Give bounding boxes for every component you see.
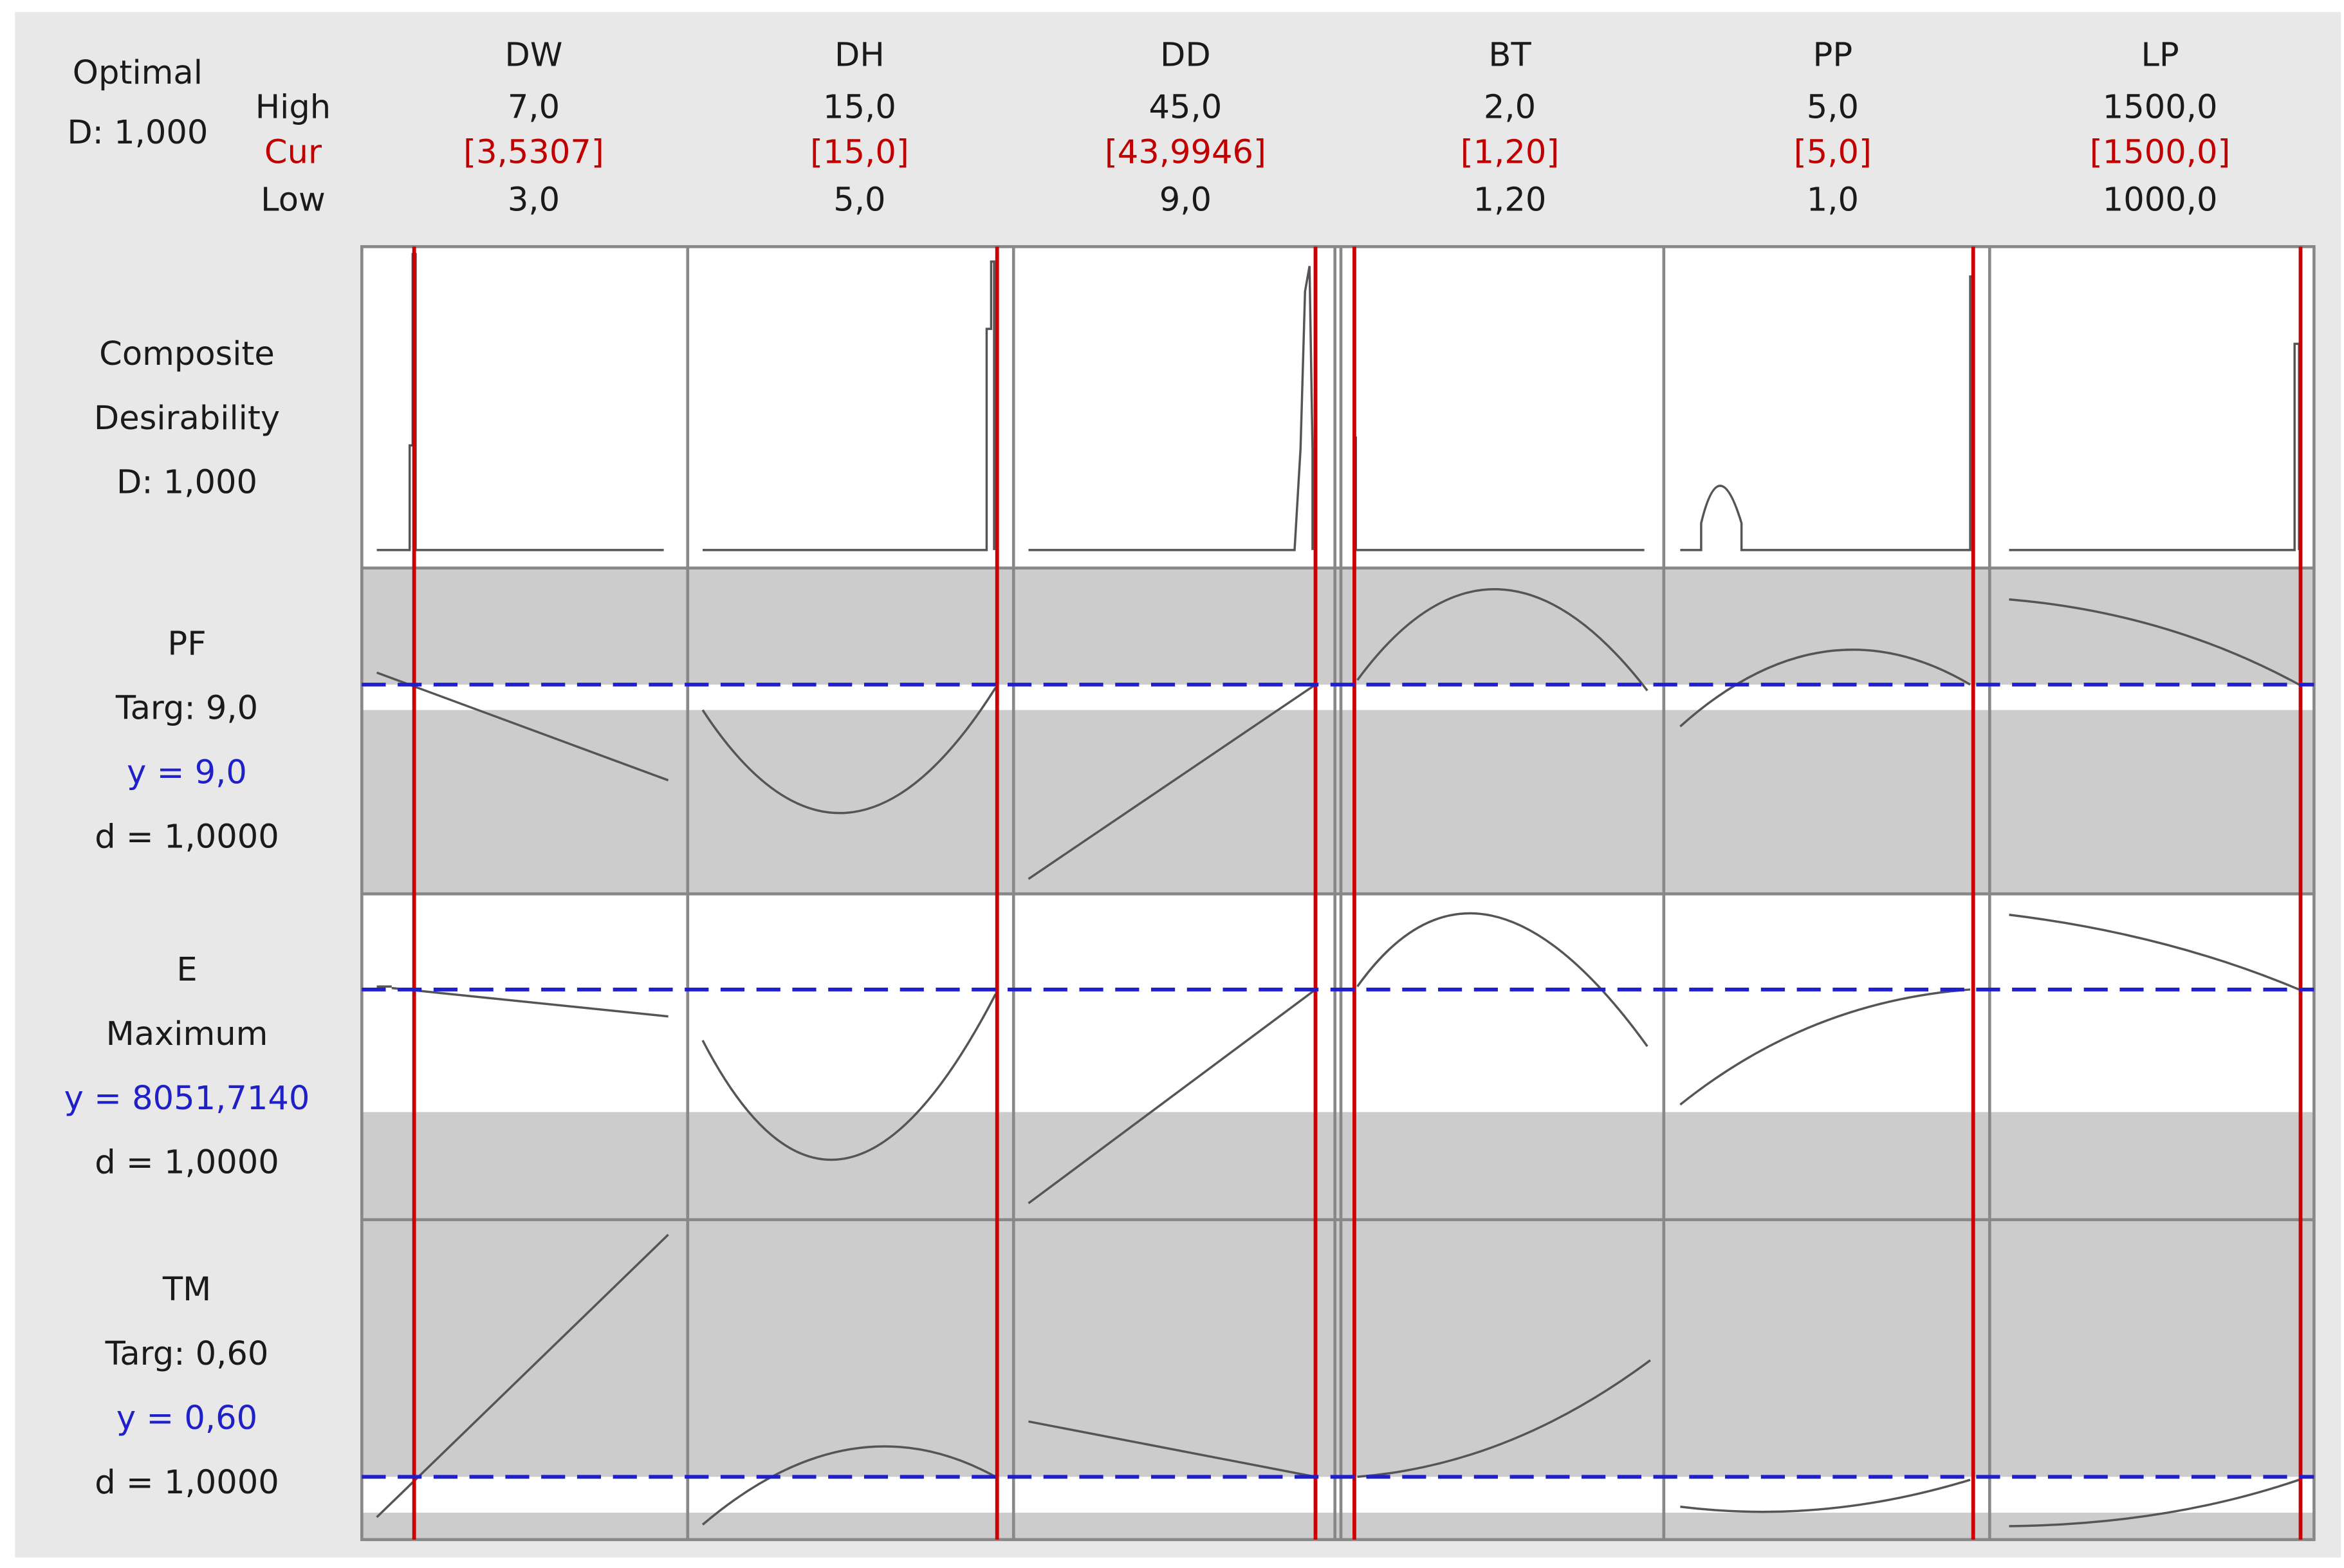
response-y: y = 9,0 [127, 753, 247, 791]
factor-high: 15,0 [823, 89, 896, 127]
factor-high: 1500,0 [2103, 89, 2218, 127]
row-label: High [255, 89, 331, 127]
factor-cur: [15,0] [810, 133, 909, 171]
factor-cur: [5,0] [1794, 133, 1872, 171]
response-goal: Targ: 9,0 [115, 690, 258, 728]
target-lines [362, 683, 2314, 1479]
response-goal: Targ: 0,60 [105, 1335, 269, 1373]
response-d: d = 1,0000 [95, 1464, 279, 1502]
factor-cur: [1500,0] [2090, 133, 2231, 171]
response-y: y = 0,60 [116, 1399, 257, 1437]
factor-low: 1000,0 [2103, 181, 2218, 219]
factor-high: 5,0 [1807, 89, 1859, 127]
response-d: d = 1,0000 [95, 818, 279, 856]
row-label: Cur [264, 133, 322, 171]
composite-label: Desirability [94, 400, 280, 438]
optimal-d: D: 1,000 [67, 114, 208, 152]
factor-name: BT [1488, 36, 1531, 74]
factor-name: PP [1813, 36, 1853, 74]
response-goal: Maximum [106, 1015, 268, 1053]
factor-low: 3,0 [508, 181, 560, 219]
current-lines [412, 246, 2303, 1540]
factor-name: DW [505, 36, 563, 74]
panels [360, 244, 2316, 1542]
factor-cur: [43,9946] [1105, 133, 1266, 171]
row-label: Low [261, 181, 326, 219]
factor-low: 9,0 [1159, 181, 1212, 219]
factor-name: DD [1160, 36, 1211, 74]
factor-high: 2,0 [1484, 89, 1536, 127]
composite-label: D: 1,000 [116, 464, 257, 502]
response-name: PF [167, 625, 206, 663]
factor-high: 45,0 [1149, 89, 1223, 127]
response-name: TM [162, 1271, 211, 1309]
factor-high: 7,0 [508, 89, 560, 127]
factor-cur: [3,5307] [463, 133, 604, 171]
factor-name: LP [2141, 36, 2179, 74]
optimal-title: Optimal [73, 54, 203, 92]
factor-cur: [1,20] [1461, 133, 1560, 171]
composite-label: Composite [99, 335, 275, 373]
factor-low: 5,0 [833, 181, 885, 219]
response-d: d = 1,0000 [95, 1144, 279, 1182]
factor-low: 1,20 [1473, 181, 1547, 219]
factor-name: DH [835, 36, 885, 74]
factor-low: 1,0 [1807, 181, 1859, 219]
response-name: E [176, 951, 197, 989]
response-y: y = 8051,7140 [64, 1080, 310, 1118]
